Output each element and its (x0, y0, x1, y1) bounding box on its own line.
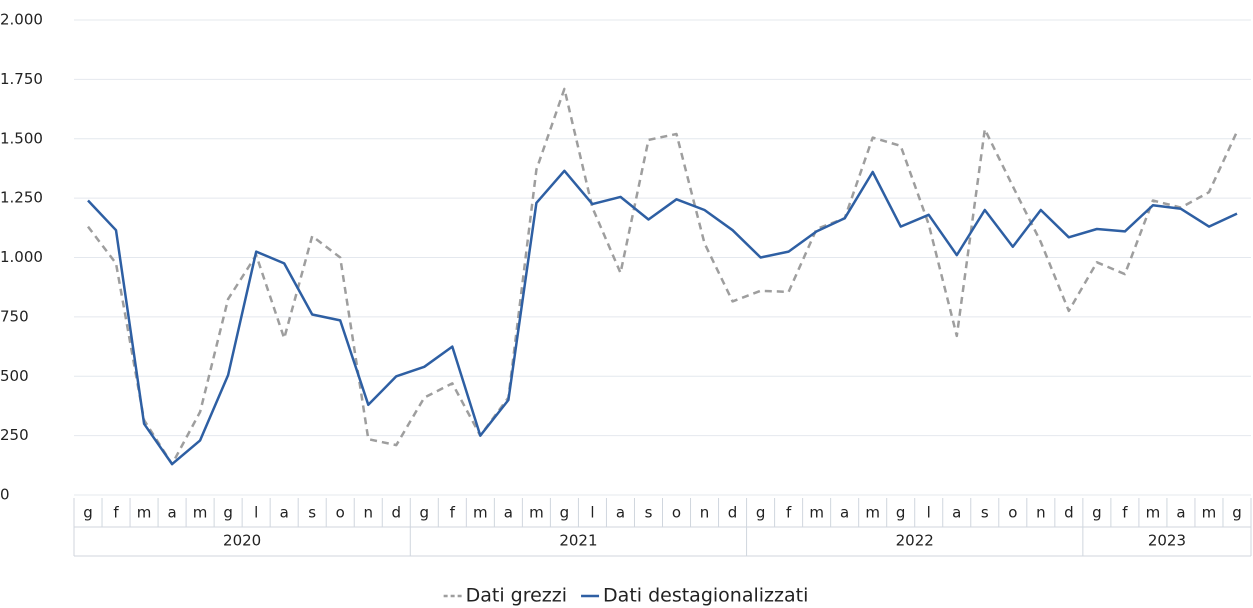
x-tick-label: m (1146, 504, 1161, 522)
y-tick-label: 2.000 (0, 11, 43, 29)
x-tick-label: d (392, 504, 402, 522)
x-tick-label: d (728, 504, 738, 522)
y-tick-label: 0 (0, 486, 10, 504)
y-tick-label: 1.000 (0, 248, 43, 266)
group-label: 2022 (896, 532, 934, 550)
data-line (87, 169, 1238, 466)
legend-label: Dati grezzi (466, 585, 567, 607)
y-tick-label: 1.500 (0, 129, 43, 147)
x-tick-label: a (952, 504, 961, 522)
x-tick-label: g (756, 504, 766, 522)
x-tick-label: m (1202, 504, 1217, 522)
legend-label: Dati destagionalizzati (603, 585, 808, 607)
x-tick-label: o (672, 504, 681, 522)
x-tick-label: g (896, 504, 906, 522)
x-tick-label: a (280, 504, 289, 522)
x-tick-label: o (336, 504, 345, 522)
x-tick-label: l (254, 504, 258, 522)
x-tick-label: g (1092, 504, 1102, 522)
x-tick-label: n (1036, 504, 1046, 522)
x-tick-label: n (700, 504, 710, 522)
x-tick-label: m (865, 504, 880, 522)
x-tick-label: m (809, 504, 824, 522)
x-tick-label: m (137, 504, 152, 522)
x-tick-label: m (473, 504, 488, 522)
x-tick-label: f (1122, 504, 1128, 522)
x-tick-label: a (167, 504, 176, 522)
y-tick-label: 250 (0, 426, 29, 444)
x-tick-label: g (1232, 504, 1242, 522)
x-tick-label: m (193, 504, 208, 522)
x-tick-label: f (786, 504, 792, 522)
x-tick-label: f (450, 504, 456, 522)
x-tick-label: m (529, 504, 544, 522)
y-tick-label: 500 (0, 367, 29, 385)
data-line (87, 87, 1239, 466)
x-tick-label: a (1176, 504, 1185, 522)
x-tick-label: l (927, 504, 931, 522)
y-tick-label: 1.250 (0, 189, 43, 207)
x-tick-label: o (1008, 504, 1017, 522)
x-tick-label: a (504, 504, 513, 522)
x-tick-label: a (840, 504, 849, 522)
x-tick-label: l (590, 504, 594, 522)
y-tick-label: 750 (0, 307, 29, 325)
group-label: 2023 (1148, 532, 1186, 550)
x-tick-label: g (560, 504, 570, 522)
x-tick-label: d (1064, 504, 1074, 522)
x-tick-label: s (308, 504, 316, 522)
x-tick-label: s (981, 504, 989, 522)
x-tick-label: f (113, 504, 119, 522)
group-label: 2021 (559, 532, 597, 550)
x-tick-label: n (363, 504, 373, 522)
group-label: 2020 (223, 532, 261, 550)
x-tick-label: g (83, 504, 93, 522)
x-tick-label: g (420, 504, 430, 522)
y-tick-label: 1.750 (0, 70, 43, 88)
x-tick-label: s (645, 504, 653, 522)
x-tick-label: g (223, 504, 233, 522)
x-tick-label: a (616, 504, 625, 522)
